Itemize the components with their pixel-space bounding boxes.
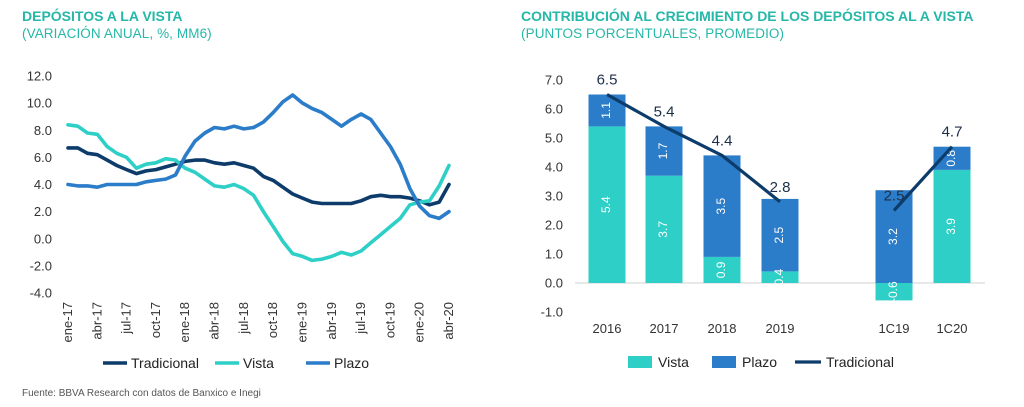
y-tick-label: -1.0 <box>541 305 563 320</box>
y-tick-label: 0.0 <box>34 231 52 246</box>
tradicional-data-label: 4.7 <box>942 124 963 141</box>
x-tick-label: jul-17 <box>119 302 134 335</box>
legend-label-plazo: Plazo <box>742 354 777 370</box>
category-label: 2018 <box>708 321 737 336</box>
legend-swatch-plazo <box>712 356 736 368</box>
bar-vista-1C19 <box>875 283 913 301</box>
plazo-data-label: 1.7 <box>656 142 670 159</box>
bar-plazo-2017 <box>645 126 683 176</box>
source-note: Fuente: BBVA Research con datos de Banxi… <box>22 388 261 399</box>
left-chart-subtitle: (VARIACIÓN ANUAL, %, MM6) <box>22 26 212 41</box>
bar-vista-1C20 <box>933 169 971 283</box>
right-chart-subtitle: (PUNTOS PORCENTUALES, PROMEDIO) <box>521 26 785 41</box>
bar-plazo-2018 <box>703 155 741 257</box>
category-label: 1C19 <box>878 321 909 336</box>
y-tick-label: 4.0 <box>545 160 563 175</box>
vista-data-label: 0.9 <box>714 261 728 278</box>
tradicional-data-label: 5.4 <box>654 103 675 120</box>
y-tick-label: 10.0 <box>27 96 52 111</box>
vista-data-label: 0.4 <box>772 269 786 286</box>
left-chart-title: DEPÓSITOS A LA VISTA <box>22 8 183 24</box>
series-line-plazo <box>66 93 451 221</box>
bar-plazo-1C19 <box>875 190 913 283</box>
vista-data-label: 5.4 <box>599 196 613 213</box>
x-tick-label: ene-17 <box>60 302 75 342</box>
plazo-data-label: 3.5 <box>714 197 728 214</box>
legend-label-tradicional: Tradicional <box>826 354 894 370</box>
plazo-data-label: 1.1 <box>599 102 613 119</box>
tradicional-data-label: 6.5 <box>597 72 618 89</box>
y-tick-label: 4.0 <box>34 177 52 192</box>
y-tick-label: 0.0 <box>545 276 563 291</box>
x-tick-label: abr-19 <box>324 302 339 340</box>
legend-label-vista: Vista <box>658 354 689 370</box>
x-tick-label: oct-18 <box>265 302 280 338</box>
x-tick-label: oct-19 <box>382 302 397 338</box>
tradicional-data-label: 4.4 <box>712 132 733 149</box>
x-tick-label: oct-17 <box>148 302 163 338</box>
plazo-data-label: 2.5 <box>772 226 786 243</box>
category-label: 2019 <box>766 321 795 336</box>
bar-plazo-1C20 <box>933 146 971 170</box>
y-tick-label: 5.0 <box>545 131 563 146</box>
bar-vista-2019 <box>761 271 799 283</box>
y-tick-label: 12.0 <box>27 69 52 84</box>
bar-vista-2018 <box>703 256 741 283</box>
y-tick-label: 3.0 <box>545 189 563 204</box>
bar-plazo-2019 <box>761 198 799 272</box>
y-tick-label: 8.0 <box>34 123 52 138</box>
x-tick-label: abr-20 <box>441 302 456 340</box>
x-tick-label: abr-17 <box>89 302 104 340</box>
y-tick-label: 6.0 <box>34 150 52 165</box>
category-label: 1C20 <box>936 321 967 336</box>
y-tick-label: -4.0 <box>30 286 52 301</box>
legend-label-vista: Vista <box>243 355 274 371</box>
bar-vista-2016 <box>588 126 626 284</box>
y-tick-label: -2.0 <box>30 258 52 273</box>
y-tick-label: 2.0 <box>34 204 52 219</box>
x-tick-label: ene-20 <box>412 302 427 342</box>
vista-data-label: -0.6 <box>886 281 900 302</box>
legend-label-plazo: Plazo <box>334 355 369 371</box>
vista-data-label: 3.9 <box>944 218 958 235</box>
x-tick-label: abr-18 <box>207 302 222 340</box>
tradicional-line-quarterly <box>892 145 954 212</box>
tradicional-data-label: 2.5 <box>884 188 905 205</box>
category-label: 2016 <box>593 321 622 336</box>
tradicional-data-label: 2.8 <box>770 179 791 196</box>
category-label: 2017 <box>650 321 679 336</box>
series-line-vista <box>66 123 451 263</box>
vista-data-label: 3.7 <box>656 221 670 238</box>
x-tick-label: ene-18 <box>177 302 192 342</box>
x-tick-label: jul-18 <box>236 302 251 335</box>
bar-vista-2017 <box>645 175 683 283</box>
y-tick-label: 7.0 <box>545 73 563 88</box>
right-chart-title: CONTRIBUCIÓN AL CRECIMIENTO DE LOS DEPÓS… <box>521 8 974 24</box>
series-line-tradicional <box>66 146 451 207</box>
y-tick-label: 6.0 <box>545 102 563 117</box>
y-tick-label: 1.0 <box>545 247 563 262</box>
y-tick-label: 2.0 <box>545 218 563 233</box>
tradicional-line-annual <box>606 93 781 204</box>
legend-swatch-vista <box>628 356 652 368</box>
x-tick-label: ene-19 <box>294 302 309 342</box>
legend-label-tradicional: Tradicional <box>131 355 199 371</box>
x-tick-label: jul-19 <box>353 302 368 335</box>
plazo-data-label: 0.8 <box>944 150 958 167</box>
plazo-data-label: 3.2 <box>886 228 900 245</box>
